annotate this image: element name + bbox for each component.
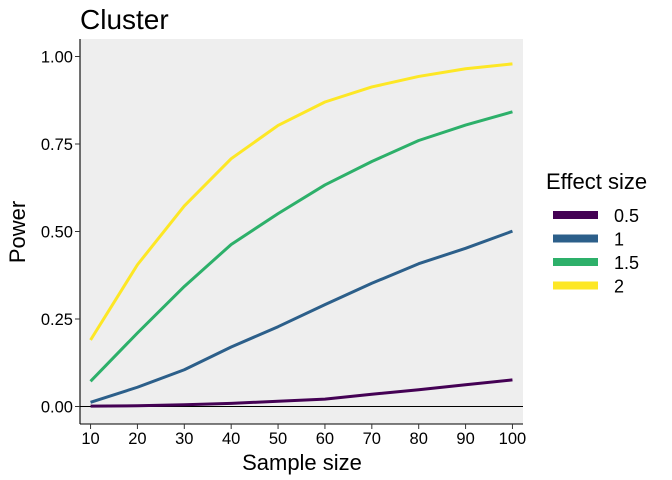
x-tick-label: 60	[316, 430, 334, 448]
x-tick-label: 90	[456, 430, 474, 448]
x-tick-label: 30	[175, 430, 193, 448]
series-line-1	[90, 229, 513, 404]
legend-label-0.5: 0.5	[614, 206, 639, 226]
x-tick-label: 10	[81, 430, 99, 448]
series-line-0.5	[90, 378, 513, 408]
y-axis-title: Power	[5, 201, 30, 263]
x-tick-label: 40	[222, 430, 240, 448]
y-tick-label: 0.50	[41, 224, 73, 242]
y-tick-label: 0.25	[41, 311, 73, 329]
chart-title: Cluster	[80, 4, 169, 35]
series-line-1.5	[89, 110, 513, 383]
y-tick-label: 0.00	[41, 399, 73, 417]
x-tick-label: 70	[363, 430, 381, 448]
legend: Effect size 0.5 1 1.5 2	[546, 169, 647, 297]
x-tick-label: 100	[499, 430, 527, 448]
x-tick-label: 50	[269, 430, 287, 448]
legend-title: Effect size	[546, 169, 647, 194]
x-tick-label: 20	[128, 430, 146, 448]
x-axis-title: Sample size	[242, 450, 362, 475]
legend-label-1.5: 1.5	[614, 253, 639, 273]
panel-background	[80, 39, 523, 424]
x-tick-label: 80	[410, 430, 428, 448]
legend-label-1: 1	[614, 230, 624, 250]
y-tick-label: 0.75	[41, 136, 73, 154]
series-line-2	[89, 62, 513, 341]
plot-area: 10 20 30 40 50 60 70 80 90 100 0.00 0.25 0.50 0.75 1.0…	[41, 39, 526, 448]
y-tick-label: 1.00	[41, 49, 73, 67]
legend-label-2: 2	[614, 277, 624, 297]
